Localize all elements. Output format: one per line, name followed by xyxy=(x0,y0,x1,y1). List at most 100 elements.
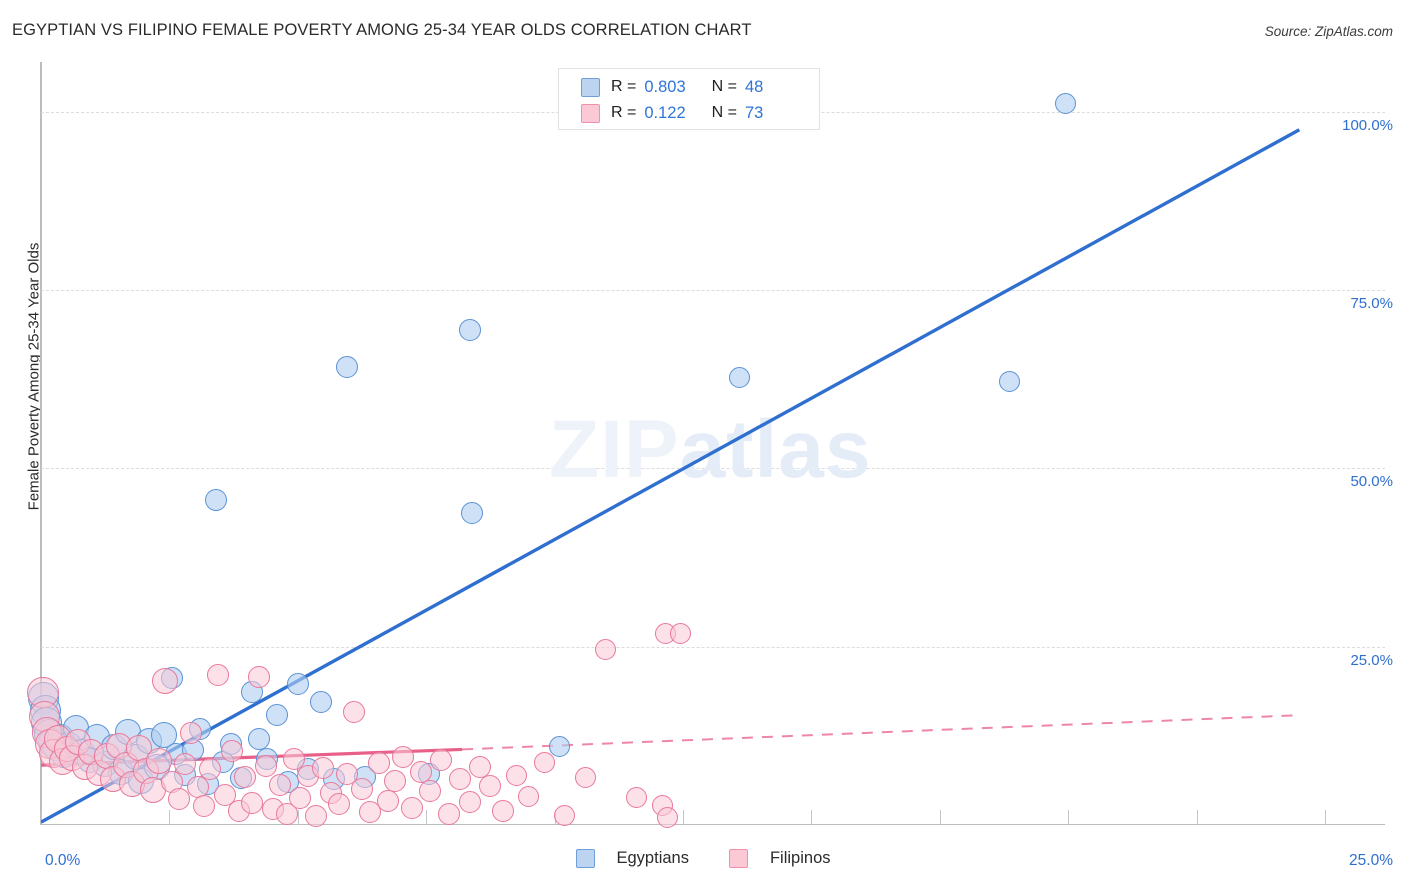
data-point-filipinos[interactable] xyxy=(234,766,257,789)
data-point-filipinos[interactable] xyxy=(193,795,216,818)
data-point-filipinos[interactable] xyxy=(207,664,230,687)
data-point-egyptians[interactable] xyxy=(998,370,1020,392)
legend-item-filipinos[interactable]: Filipinos xyxy=(728,849,831,868)
data-point-filipinos[interactable] xyxy=(282,747,305,770)
trendline-egyptians xyxy=(41,128,1301,824)
n-value-filipinos: 73 xyxy=(744,103,764,122)
data-point-filipinos[interactable] xyxy=(626,786,648,808)
legend-swatch-egyptians-icon xyxy=(575,849,595,868)
data-point-egyptians[interactable] xyxy=(461,501,484,524)
data-point-filipinos[interactable] xyxy=(595,639,617,661)
data-point-egyptians[interactable] xyxy=(549,736,571,758)
data-point-egyptians[interactable] xyxy=(204,488,227,511)
legend-item-egyptians[interactable]: Egyptians xyxy=(575,849,689,868)
data-point-filipinos[interactable] xyxy=(657,807,679,829)
data-point-filipinos[interactable] xyxy=(240,791,263,814)
data-point-filipinos[interactable] xyxy=(400,796,423,819)
data-point-egyptians[interactable] xyxy=(309,691,332,714)
stat-row-filipinos: R = 0.122 N = 73 xyxy=(581,101,763,125)
swatch-filipinos-icon xyxy=(581,103,600,123)
data-point-filipinos[interactable] xyxy=(167,788,190,811)
data-point-egyptians[interactable] xyxy=(728,366,750,388)
data-point-filipinos[interactable] xyxy=(254,754,277,777)
data-point-filipinos[interactable] xyxy=(358,801,381,824)
data-point-filipinos[interactable] xyxy=(275,803,298,826)
gridline-750 xyxy=(41,290,1385,292)
source-attribution: Source: ZipAtlas.com xyxy=(1264,24,1393,39)
data-point-filipinos[interactable] xyxy=(669,622,691,644)
x-axis-tick xyxy=(297,810,299,824)
data-point-filipinos[interactable] xyxy=(213,784,236,807)
data-point-filipinos[interactable] xyxy=(343,701,366,724)
y-tick-label: 50.0% xyxy=(1350,473,1393,491)
data-point-egyptians[interactable] xyxy=(266,704,289,727)
data-point-filipinos[interactable] xyxy=(327,793,350,816)
data-point-filipinos[interactable] xyxy=(518,785,540,807)
x-axis-label-max: 25.0% xyxy=(1349,852,1393,869)
legend-swatch-filipinos-icon xyxy=(728,849,748,868)
data-point-filipinos[interactable] xyxy=(384,769,407,792)
data-point-filipinos[interactable] xyxy=(533,751,555,773)
correlation-stats-legend: R = 0.803 N = 48 R = 0.122 N = 73 xyxy=(558,68,820,130)
x-axis-tick xyxy=(41,810,42,824)
data-point-filipinos[interactable] xyxy=(410,760,433,783)
x-axis-tick xyxy=(1196,810,1198,824)
data-point-filipinos[interactable] xyxy=(367,751,390,774)
data-point-filipinos[interactable] xyxy=(312,756,335,779)
data-point-filipinos[interactable] xyxy=(152,667,179,694)
r-key-filipinos: R = xyxy=(611,104,637,121)
legend-label-egyptians: Egyptians xyxy=(616,849,689,867)
data-point-filipinos[interactable] xyxy=(554,804,576,826)
n-key-egyptians: N = xyxy=(711,78,737,95)
watermark-part-1: ZIP xyxy=(549,404,680,495)
data-point-filipinos[interactable] xyxy=(574,767,596,789)
data-point-filipinos[interactable] xyxy=(479,775,502,798)
data-point-filipinos[interactable] xyxy=(438,802,461,825)
y-axis-line xyxy=(40,62,42,825)
data-point-filipinos[interactable] xyxy=(376,789,399,812)
data-point-filipinos[interactable] xyxy=(304,805,327,828)
data-point-filipinos[interactable] xyxy=(248,665,271,688)
page-title: EGYPTIAN VS FILIPINO FEMALE POVERTY AMON… xyxy=(12,21,752,39)
data-point-filipinos[interactable] xyxy=(221,739,244,762)
x-axis-tick xyxy=(1068,810,1070,824)
trendline-filipinos-dashed xyxy=(462,714,1300,751)
data-point-egyptians[interactable] xyxy=(335,356,358,379)
gridline-250 xyxy=(41,646,1385,648)
y-tick-label: 75.0% xyxy=(1350,295,1393,313)
x-axis-tick xyxy=(939,810,941,824)
data-point-filipinos[interactable] xyxy=(419,779,442,802)
n-key-filipinos: N = xyxy=(711,104,737,121)
data-point-filipinos[interactable] xyxy=(429,749,452,772)
y-tick-label: 100.0% xyxy=(1342,116,1393,134)
x-axis-tick xyxy=(683,810,684,824)
data-point-filipinos[interactable] xyxy=(173,752,196,775)
data-point-filipinos[interactable] xyxy=(448,768,471,791)
data-point-filipinos[interactable] xyxy=(199,757,222,780)
x-axis-tick xyxy=(811,810,813,824)
data-point-filipinos[interactable] xyxy=(392,745,415,768)
data-point-egyptians[interactable] xyxy=(458,319,481,342)
r-value-egyptians: 0.803 xyxy=(644,77,686,96)
x-axis-line xyxy=(40,824,1385,826)
data-point-filipinos[interactable] xyxy=(505,764,527,786)
data-point-filipinos[interactable] xyxy=(458,791,481,814)
x-axis-tick xyxy=(169,810,171,824)
trendlines xyxy=(41,128,1301,824)
data-point-filipinos[interactable] xyxy=(179,722,202,744)
data-point-filipinos[interactable] xyxy=(492,799,515,822)
gridline-500 xyxy=(41,468,1385,470)
data-point-filipinos[interactable] xyxy=(469,755,492,778)
data-point-egyptians[interactable] xyxy=(1055,92,1077,114)
data-point-filipinos[interactable] xyxy=(268,774,291,797)
data-point-egyptians[interactable] xyxy=(286,672,309,695)
stat-row-egyptians: R = 0.803 N = 48 xyxy=(581,75,763,99)
data-point-filipinos[interactable] xyxy=(351,777,373,800)
data-point-filipinos[interactable] xyxy=(335,762,358,785)
plot-area xyxy=(27,62,1325,829)
data-point-filipinos[interactable] xyxy=(146,747,173,774)
swatch-egyptians-icon xyxy=(581,77,600,97)
data-point-filipinos[interactable] xyxy=(289,786,312,809)
x-axis-tick xyxy=(426,810,428,824)
